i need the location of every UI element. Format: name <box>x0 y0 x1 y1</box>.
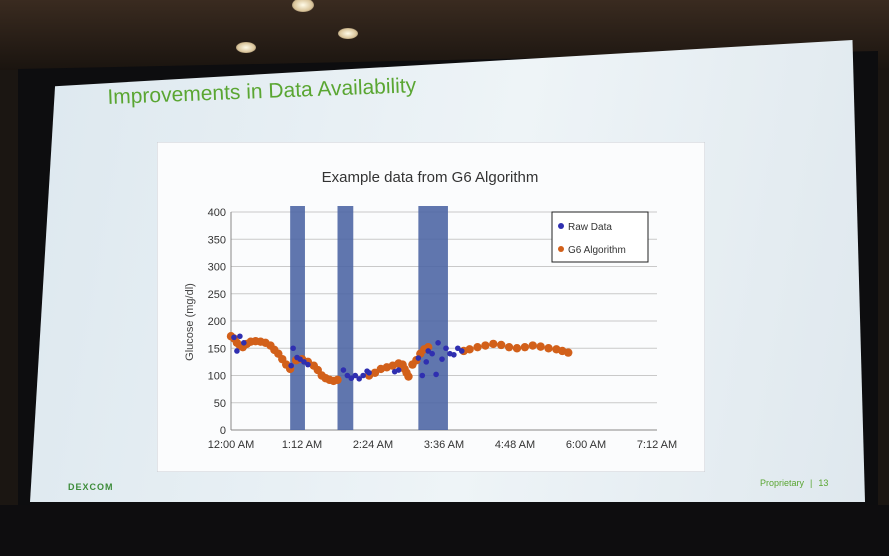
legend-box <box>551 211 649 263</box>
raw-data-point <box>425 348 432 354</box>
raw-data-point <box>415 355 422 361</box>
x-tick-label: 12:00 AM <box>208 439 254 451</box>
raw-data-point <box>288 362 294 369</box>
raw-data-point <box>234 348 240 354</box>
x-tick-label: 3:36 AM <box>424 439 464 451</box>
x-tick-label: 7:12 AM <box>637 439 677 451</box>
raw-data-point <box>344 372 351 379</box>
bottom-bezel <box>0 505 889 556</box>
y-tick-label: 200 <box>208 316 226 328</box>
g6-algorithm-point <box>528 341 537 350</box>
raw-data-point <box>455 345 461 352</box>
raw-data-point <box>356 375 362 382</box>
ceiling <box>0 0 889 70</box>
raw-data-point <box>435 340 441 346</box>
ceiling-light <box>338 28 358 39</box>
raw-data-point <box>439 356 445 362</box>
raw-data-point <box>231 334 237 341</box>
g6-algorithm-point <box>481 341 490 350</box>
g6-algorithm-point <box>473 342 482 352</box>
raw-data-point <box>360 372 366 379</box>
x-tick-label: 4:48 AM <box>495 439 535 451</box>
plot-area: 0 50 100 150 200 250 300 350 400 12:00 AM 1:12 AM 2… <box>208 206 677 451</box>
shaded-region <box>290 206 305 430</box>
footer-label: Proprietary <box>760 478 805 488</box>
shaded-region <box>337 206 354 430</box>
g6-algorithm-point <box>404 372 413 381</box>
g6-algorithm-point <box>489 339 498 349</box>
raw-data-point <box>443 345 449 352</box>
slide-footer: Proprietary | 13 <box>760 478 828 488</box>
y-axis-label: Glucose (mg/dl) <box>184 283 196 361</box>
g6-algorithm-point <box>520 342 530 352</box>
legend-label-g6: G6 Algorithm <box>568 245 626 256</box>
raw-data-point <box>305 361 311 368</box>
raw-data-point <box>423 359 430 365</box>
g6-algorithm-point <box>544 344 553 353</box>
glucose-chart: Example data from G6 Algorithm Glucose (… <box>157 142 705 472</box>
footer-separator: | <box>810 478 813 488</box>
y-tick-label: 150 <box>208 343 226 355</box>
raw-data-point <box>297 356 303 362</box>
raw-data-point <box>290 345 296 352</box>
legend-marker-raw <box>558 223 564 229</box>
y-tick-label: 350 <box>208 234 226 246</box>
x-tick-label: 1:12 AM <box>282 439 322 451</box>
g6-algorithm-point <box>496 340 506 350</box>
g6-algorithm-point <box>504 342 514 352</box>
raw-data-point <box>241 340 247 346</box>
ceiling-light <box>236 42 256 53</box>
page-number: 13 <box>818 478 829 488</box>
raw-data-point <box>366 369 372 376</box>
y-tick-label: 100 <box>208 371 226 383</box>
raw-data-point <box>433 371 439 378</box>
ceiling-light <box>292 0 314 12</box>
dexcom-logo: DEXCOM <box>68 482 114 492</box>
legend: Raw Data G6 Algorithm <box>551 211 649 263</box>
y-tick-label: 300 <box>208 262 226 274</box>
y-tick-label: 0 <box>220 425 226 437</box>
g6-algorithm-point <box>536 342 545 351</box>
raw-data-point <box>429 350 435 357</box>
y-tick-label: 50 <box>214 398 226 410</box>
g6-algorithm-point <box>465 345 474 354</box>
raw-data-point <box>352 372 359 379</box>
legend-marker-g6 <box>558 246 564 252</box>
raw-data-point <box>451 351 457 358</box>
raw-data-point <box>458 348 465 354</box>
raw-data-point <box>340 367 347 373</box>
raw-data-point <box>419 372 426 379</box>
g6-algorithm-point <box>564 348 573 357</box>
raw-data-point <box>395 367 402 373</box>
g6-algorithm-point <box>512 344 522 353</box>
g6-algorithm-point <box>333 375 342 385</box>
raw-data-point <box>348 375 355 382</box>
x-tick-label: 2:24 AM <box>353 439 393 451</box>
chart-title: Example data from G6 Algorithm <box>322 169 539 186</box>
raw-data-point <box>237 333 243 340</box>
x-tick-label: 6:00 AM <box>566 439 606 451</box>
raw-data-point <box>301 359 307 365</box>
y-tick-label: 400 <box>208 207 226 219</box>
shaded-region <box>418 206 448 430</box>
legend-label-raw: Raw Data <box>568 222 612 233</box>
y-tick-label: 250 <box>208 289 226 301</box>
